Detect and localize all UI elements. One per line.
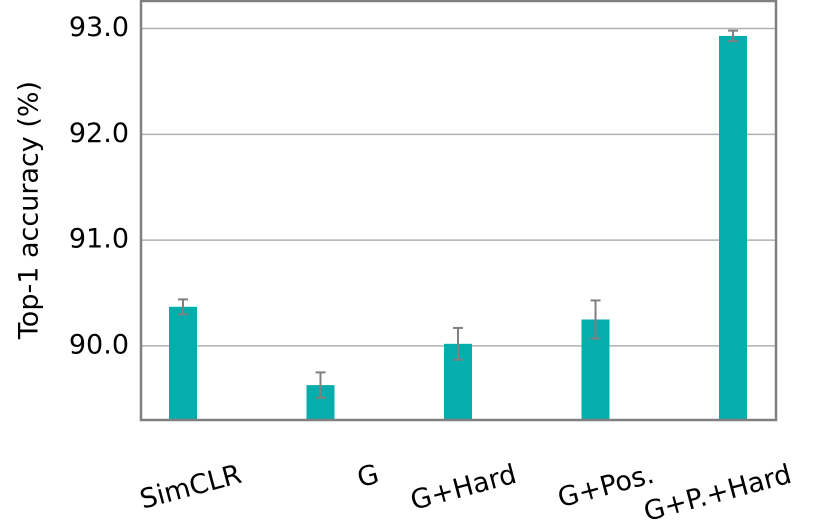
- y-tick-label: 90.0: [69, 329, 129, 360]
- plot-frame: [139, 0, 778, 422]
- bar: [719, 35, 747, 421]
- error-bar: [178, 298, 188, 316]
- x-tick-label: G+Hard: [407, 459, 520, 517]
- error-bar: [453, 326, 463, 361]
- y-axis-label: Top-1 accuracy (%): [14, 81, 45, 340]
- error-bar: [728, 29, 738, 43]
- y-tick-label: 91.0: [69, 224, 129, 255]
- error-bar: [590, 299, 601, 340]
- error-bar: [315, 371, 326, 399]
- y-tick-label: 93.0: [69, 12, 129, 43]
- x-tick-label: SimCLR: [137, 459, 245, 516]
- x-tick-label: G: [354, 459, 382, 494]
- y-tick-label: 92.0: [69, 118, 129, 149]
- bar: [169, 306, 197, 420]
- x-tick-label: G+P.+Hard: [640, 459, 794, 528]
